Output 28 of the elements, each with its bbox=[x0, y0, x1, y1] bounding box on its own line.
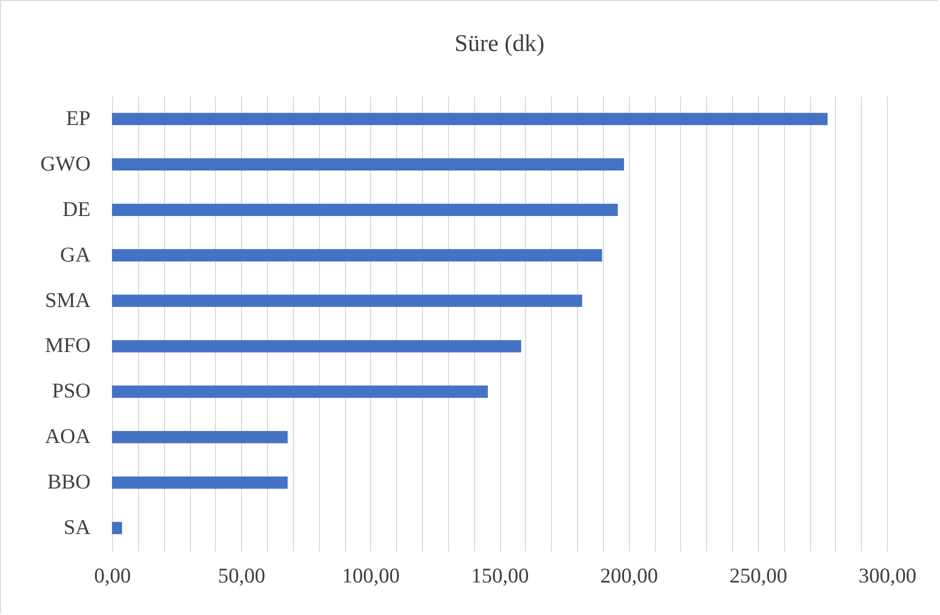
bar bbox=[112, 476, 288, 489]
bar bbox=[112, 294, 582, 307]
y-tick-label: PSO bbox=[52, 378, 90, 403]
x-tick-label: 50,00 bbox=[218, 564, 266, 588]
bar bbox=[112, 522, 122, 534]
y-tick-label: AOA bbox=[45, 424, 92, 448]
bar bbox=[112, 112, 828, 126]
x-tick-label: 100,00 bbox=[342, 564, 400, 588]
y-tick-label: GWO bbox=[40, 151, 90, 176]
x-tick-label: 0,00 bbox=[94, 564, 131, 588]
y-tick-label: SMA bbox=[44, 288, 92, 312]
bar bbox=[112, 386, 488, 398]
chart-title: Süre (dk) bbox=[454, 31, 544, 57]
y-tick-label: DE bbox=[62, 196, 90, 221]
x-tick-label: 150,00 bbox=[471, 564, 529, 588]
y-tick-label: SA bbox=[64, 515, 92, 540]
y-tick-label: BBO bbox=[47, 470, 90, 494]
bar bbox=[112, 204, 618, 216]
bar bbox=[112, 431, 288, 444]
x-tick-label: 200,00 bbox=[600, 564, 658, 588]
bar bbox=[112, 158, 624, 171]
y-tick-label: EP bbox=[66, 106, 90, 130]
bar bbox=[112, 249, 602, 262]
y-tick-label: GA bbox=[60, 242, 92, 266]
x-tick-label: 300,00 bbox=[858, 564, 916, 588]
y-tick-label: MFO bbox=[44, 333, 90, 358]
x-tick-label: 250,00 bbox=[729, 564, 788, 588]
bar bbox=[112, 340, 522, 352]
